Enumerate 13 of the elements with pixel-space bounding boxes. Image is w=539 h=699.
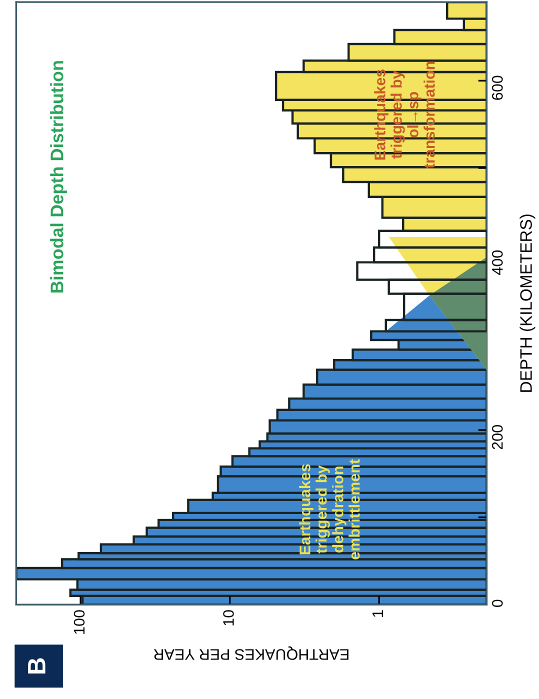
x-tick-label: 1 <box>372 610 384 617</box>
x-axis-title: EARTHQUAKES PER YEAR <box>154 646 348 660</box>
y-tick-label: 200 <box>492 425 503 450</box>
y-tick-label: 400 <box>492 250 503 275</box>
x-tick-label: 10 <box>223 610 234 626</box>
text: B <box>28 658 46 674</box>
y-axis-title: DEPTH (KILOMETERS) <box>520 214 536 392</box>
y-tick-label: 0 <box>492 600 503 607</box>
annotation: Earthquakes triggered by dehydration embrittlement <box>299 459 360 560</box>
y-tick-label: 600 <box>492 76 503 100</box>
x-tick-label: 100 <box>74 610 85 634</box>
annotation: Earthquakes triggered by ol→sp transformation <box>374 62 435 168</box>
text: Bimodal Depth Distribution <box>50 61 67 292</box>
